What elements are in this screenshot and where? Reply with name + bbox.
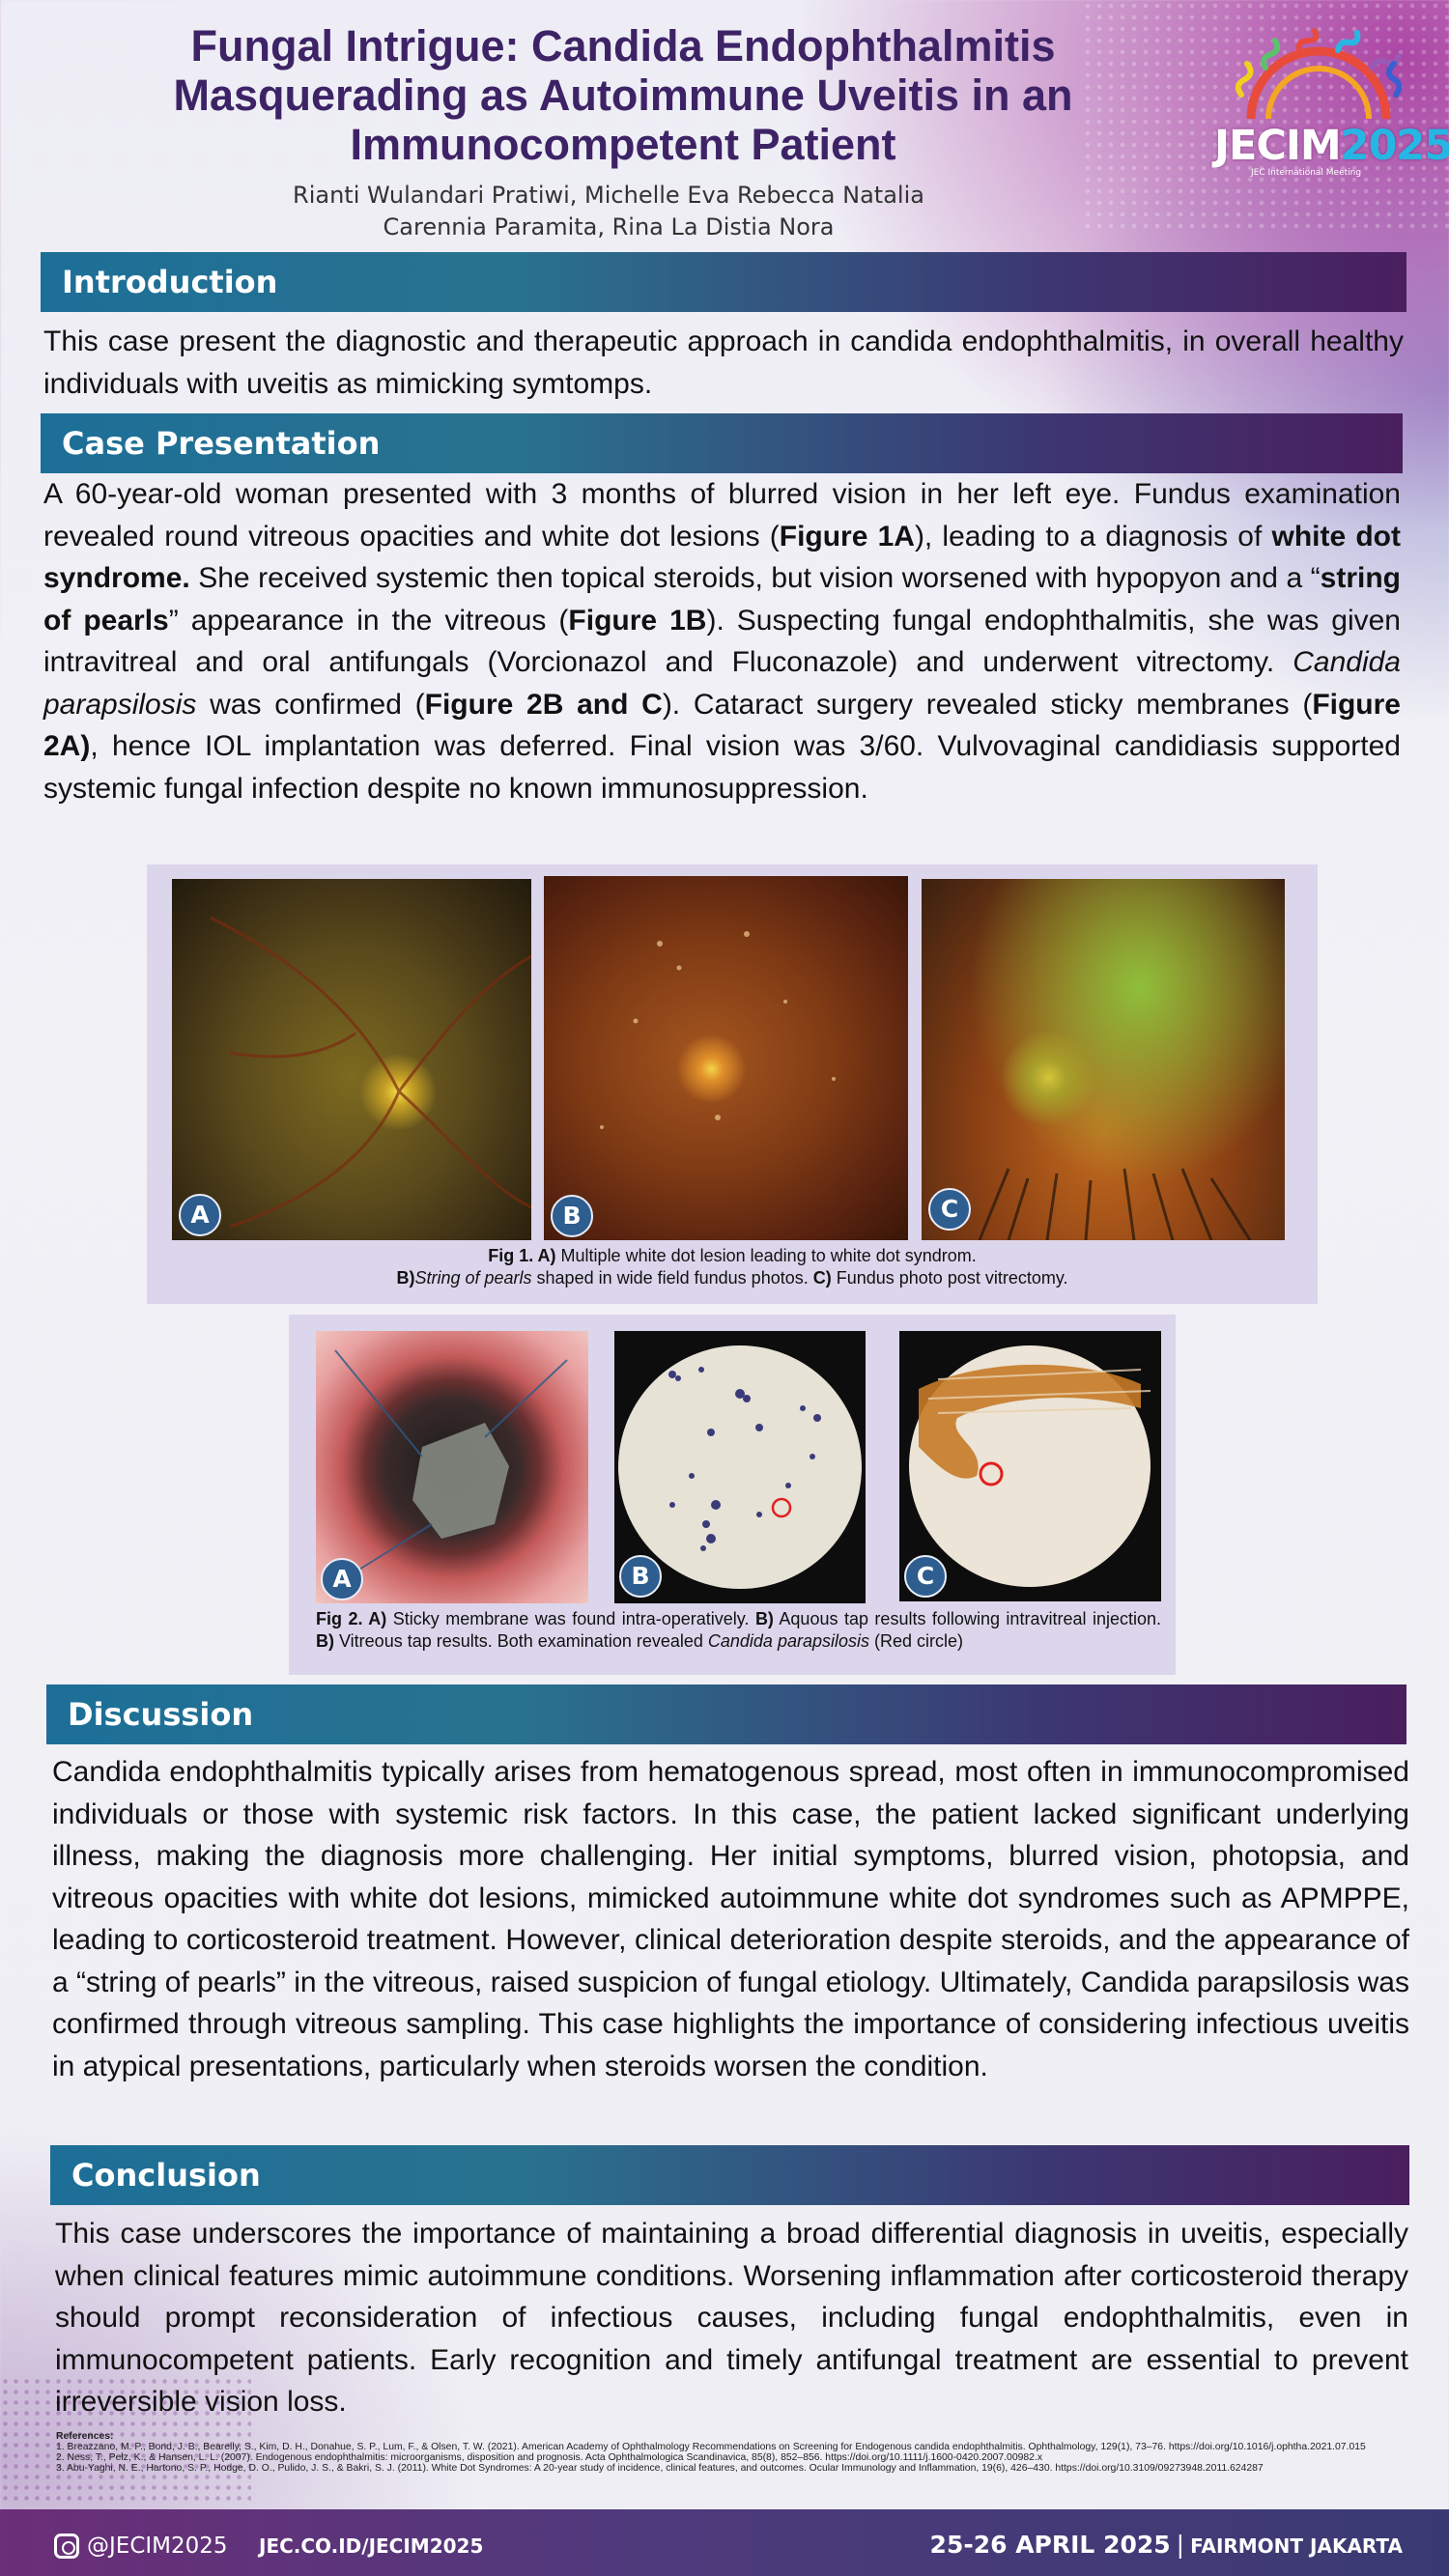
figure-label-badge: C (928, 1188, 971, 1231)
reference-item: 2. Ness, T., Pelz, K., & Hansen, L. L. (… (56, 2452, 1043, 2463)
fundus-photo-c: C (922, 879, 1285, 1240)
sunburst-icon (1235, 28, 1403, 120)
figure-2-caption: Fig 2. A) Sticky membrane was found intr… (316, 1609, 1161, 1651)
footer-bar: @JECIM2025 JEC.CO.ID/JECIM2025 25-26 APR… (0, 2509, 1449, 2576)
logo-wordmark: JECIM2025 (1214, 122, 1449, 170)
instagram-icon (54, 2534, 79, 2559)
section-heading-case-presentation: Case Presentation (41, 413, 1403, 473)
figure-label-badge: B (619, 1555, 662, 1598)
section-heading-introduction: Introduction (41, 252, 1406, 312)
social-handle: @JECIM2025 (87, 2534, 228, 2559)
poster-title: Fungal Intrigue: Candida Endophthalmitis… (173, 21, 1073, 169)
poster-authors: Rianti Wulandari Pratiwi, Michelle Eva R… (193, 180, 1024, 243)
figure-label-badge: C (904, 1555, 947, 1598)
aqueous-tap-smear-graphic (618, 1345, 862, 1589)
authors-line: Rianti Wulandari Pratiwi, Michelle Eva R… (293, 182, 924, 209)
figure-1-panel: A B C Fig 1. A) Multiple white dot lesio… (147, 864, 1318, 1304)
authors-line: Carennia Paramita, Rina La Distia Nora (383, 213, 835, 241)
conclusion-text: This case underscores the importance of … (55, 2218, 1408, 2418)
section-heading-conclusion: Conclusion (50, 2145, 1409, 2205)
discussion-text: Candida endophthalmitis typically arises… (52, 1756, 1409, 2082)
figure-label-badge: B (551, 1195, 593, 1237)
case-presentation-text: A 60-year-old woman presented with 3 mon… (43, 478, 1401, 805)
references: References: 1. Breazzano, M. P., Bond, J… (56, 2431, 1408, 2474)
section-heading-discussion: Discussion (46, 1684, 1406, 1744)
microscopy-photo-b: B (614, 1331, 866, 1603)
vitreous-tap-smear-graphic (909, 1345, 1151, 1587)
reference-item: 1. Breazzano, M. P., Bond, J. B., Bearel… (56, 2442, 1366, 2452)
references-heading: References: (56, 2431, 114, 2442)
reference-item: 3. Abu-Yaghi, N. E., Hartono, S. P., Hod… (56, 2463, 1264, 2474)
figure-1-caption: Fig 1. A) Multiple white dot lesion lead… (396, 1246, 1068, 1288)
introduction-text: This case present the diagnostic and the… (43, 326, 1404, 400)
surgical-photo-a: A (316, 1331, 588, 1603)
fundus-photo-a: A (172, 879, 531, 1240)
sticky-membrane-graphic (334, 1349, 568, 1573)
microscopy-photo-c: C (899, 1331, 1161, 1601)
jecim-logo: JECIM2025 JEC International Meeting (1212, 27, 1449, 182)
event-date-venue: 25-26 APRIL 2025 | FAIRMONT JAKARTA (929, 2531, 1403, 2559)
vitreous-opacities-graphic (600, 931, 836, 1129)
retinal-vessels-graphic (210, 916, 531, 1229)
eyelash-shadow-graphic (978, 1168, 1252, 1240)
logo-subtitle: JEC International Meeting (1251, 168, 1362, 178)
figure-2-panel: A B C Fig 2. A) Sticky membra (289, 1315, 1176, 1675)
figure-label-badge: A (321, 1558, 363, 1600)
figure-label-badge: A (179, 1194, 221, 1236)
decorative-dot-pattern (0, 2376, 251, 2502)
event-website: JEC.CO.ID/JECIM2025 (259, 2534, 484, 2558)
fundus-photo-b: B (544, 876, 908, 1240)
